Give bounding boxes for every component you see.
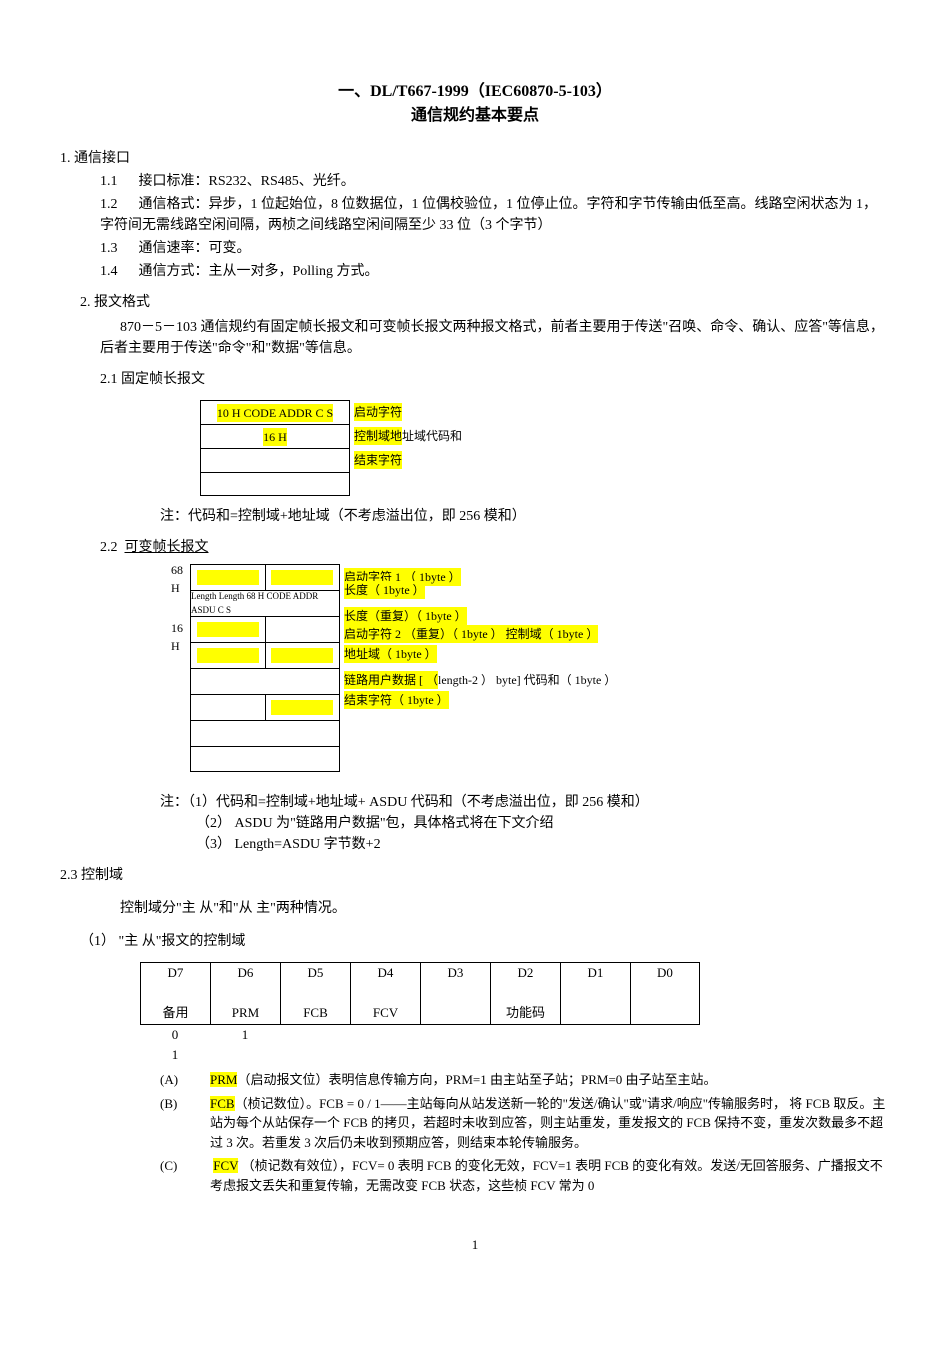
table-row: 16 H — [190, 616, 340, 642]
bit-name-empty — [420, 1003, 490, 1026]
fixed-frame-table: 10 H CODE ADDR C S 16 H — [200, 400, 350, 496]
note-2-1: 注：代码和=控制域+地址域（不考虑溢出位，即 256 模和） — [160, 506, 890, 527]
label-empty — [354, 472, 462, 496]
bit-d5: D5 — [280, 962, 350, 983]
heading-2-2: 2.2 可变帧长报文 — [100, 537, 890, 558]
label-end-char: 结束字符 — [354, 448, 462, 472]
var-frame-table: 68 H Length Length 68 H CODE ADDR ASDU C… — [190, 564, 340, 772]
note-2-2-2: （2） ASDU 为"链路用户数据"包，具体格式将在下文介绍 — [196, 813, 890, 834]
badge-68h: 68 H — [171, 561, 183, 597]
definitions: (A) PRM（启动报文位）表明信息传输方向，PRM=1 由主站至子站；PRM=… — [160, 1070, 890, 1195]
bit-name-fcb: FCB — [280, 1003, 350, 1026]
note-2-2-1: 注：（1）代码和=控制域+地址域+ ASDU 代码和（不考虑溢出位，即 256 … — [160, 792, 890, 813]
section-2-1: 2.1 固定帧长报文 10 H CODE ADDR C S 16 H 启动字符 … — [60, 369, 890, 527]
bit-name-prm: PRM — [210, 1003, 280, 1026]
table-row — [190, 642, 340, 668]
bit-d1: D1 — [560, 962, 630, 983]
bit-val-0: 0 — [140, 1025, 210, 1045]
bit-d2: D2 — [490, 962, 560, 983]
def-fcb: (B) FCB（桢记数位）。FCB = 0 / 1——主站每向从站发送新一轮的"… — [160, 1094, 890, 1153]
var-frame-diagram: 68 H Length Length 68 H CODE ADDR ASDU C… — [190, 564, 890, 772]
title-line1: 一、DL/T667-1999（IEC60870-5-103） — [60, 80, 890, 104]
section-2-3: 2.3 控制域 控制域分"主 从"和"从 主"两种情况。 （1） "主 从"报文… — [60, 865, 890, 1195]
badge-16h: 16 H — [171, 619, 183, 655]
bit-name-empty — [630, 1003, 700, 1026]
table-row — [200, 448, 350, 472]
bit-d6: D6 — [210, 962, 280, 983]
table-row: 68 H — [190, 564, 340, 590]
title-line2: 通信规约基本要点 — [60, 104, 890, 128]
section-msg-format: 2. 报文格式 870－5－103 通信规约有固定帧长报文和可变帧长报文两种报文… — [60, 292, 890, 359]
table-row — [190, 668, 340, 694]
bit-val-1: 1 — [210, 1025, 280, 1045]
table-row — [190, 720, 340, 746]
fixed-frame-diagram: 10 H CODE ADDR C S 16 H 启动字符 控制域地址域代码和 结… — [200, 400, 890, 496]
item-1-1: 1.1 接口标准：RS232、RS485、光纤。 — [100, 171, 890, 192]
var-frame-labels: 启动字符 1 （ 1byte ） 长度（ 1byte ） 长度（重复）（ 1by… — [344, 564, 616, 772]
heading-2: 2. 报文格式 — [80, 292, 890, 313]
section-2-2: 2.2 可变帧长报文 68 H Length Length 68 H CODE … — [60, 537, 890, 855]
table-row — [200, 472, 350, 496]
table-row — [190, 694, 340, 720]
def-fcv: (C) FCV （桢记数有效位），FCV= 0 表明 FCB 的变化无效，FCV… — [160, 1156, 890, 1195]
bit-name-reserved: 备用 — [140, 1003, 210, 1026]
title: 一、DL/T667-1999（IEC60870-5-103） 通信规约基本要点 — [60, 80, 890, 128]
note-2-2-3: （3） Length=ASDU 字节数+2 — [196, 834, 890, 855]
bit-name-empty — [560, 1003, 630, 1026]
heading-2-1: 2.1 固定帧长报文 — [100, 369, 890, 390]
sub-2-3-1: （1） "主 从"报文的控制域 — [80, 931, 890, 952]
table-row: 10 H CODE ADDR C S — [200, 400, 350, 424]
section-comm-interface: 1. 通信接口 1.1 接口标准：RS232、RS485、光纤。 1.2 通信格… — [60, 148, 890, 282]
control-bit-table: D7 D6 D5 D4 D3 D2 D1 D0 备用 PRM FCB FCV 功… — [140, 962, 890, 1064]
heading-2-3: 2.3 控制域 — [60, 865, 890, 886]
table-row: Length Length 68 H CODE ADDR ASDU C S — [190, 590, 340, 616]
bit-val-1b: 1 — [140, 1045, 210, 1065]
page-number: 1 — [60, 1235, 890, 1255]
label-ctrl-addr: 控制域地址域代码和 — [354, 424, 462, 448]
table-row: 备用 PRM FCB FCV 功能码 — [140, 1003, 890, 1026]
item-1-4: 1.4 通信方式：主从一对多，Polling 方式。 — [100, 261, 890, 282]
intro-2: 870－5－103 通信规约有固定帧长报文和可变帧长报文两种报文格式，前者主要用… — [100, 317, 890, 359]
heading-1: 1. 通信接口 — [60, 148, 890, 169]
table-row: 1 — [140, 1045, 890, 1065]
bit-d4: D4 — [350, 962, 420, 983]
label-end: 结束字符（ 1byte ） — [344, 687, 616, 713]
item-1-2: 1.2 通信格式：异步，1 位起始位，8 位数据位，1 位偶校验位，1 位停止位… — [100, 194, 890, 236]
table-row: D7 D6 D5 D4 D3 D2 D1 D0 — [140, 962, 890, 983]
item-1-3: 1.3 通信速率：可变。 — [100, 238, 890, 259]
table-row — [140, 983, 890, 1003]
table-row — [190, 746, 340, 772]
bit-name-func: 功能码 — [490, 1003, 560, 1026]
bit-d0: D0 — [630, 962, 700, 983]
label-addr: 地址域（ 1byte ） — [344, 641, 616, 667]
table-row: 0 1 — [140, 1025, 890, 1045]
bit-d7: D7 — [140, 962, 210, 983]
bit-name-fcv: FCV — [350, 1003, 420, 1026]
bit-d3: D3 — [420, 962, 490, 983]
intro-2-3: 控制域分"主 从"和"从 主"两种情况。 — [120, 898, 890, 919]
fixed-frame-labels: 启动字符 控制域地址域代码和 结束字符 — [354, 400, 462, 496]
table-row: 16 H — [200, 424, 350, 448]
label-length: 长度（ 1byte ） — [344, 577, 616, 603]
def-prm: (A) PRM（启动报文位）表明信息传输方向，PRM=1 由主站至子站；PRM=… — [160, 1070, 890, 1090]
label-start-char: 启动字符 — [354, 400, 462, 424]
